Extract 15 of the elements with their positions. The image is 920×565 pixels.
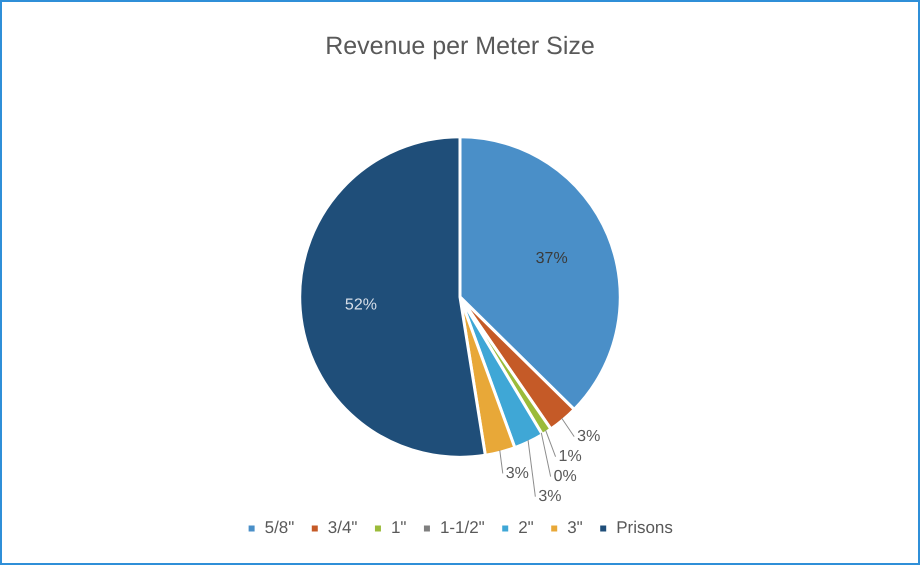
legend-label: 1" <box>390 518 406 538</box>
data-label: 52% <box>344 296 377 314</box>
legend-label: 3" <box>567 518 583 538</box>
chart-title: Revenue per Meter Size <box>325 32 595 60</box>
data-label: 37% <box>536 250 568 268</box>
data-label: 3% <box>538 488 562 506</box>
legend-label: Prisons <box>616 518 673 538</box>
legend-label: 2" <box>518 518 534 538</box>
data-label: 3% <box>577 428 600 446</box>
legend-label: 1-1/2" <box>440 518 485 538</box>
legend-label: 3/4" <box>328 518 358 538</box>
data-label: 3% <box>506 464 529 482</box>
data-label: 1% <box>558 448 582 466</box>
legend-label: 5/8" <box>264 518 294 538</box>
text: 0% <box>554 468 577 486</box>
